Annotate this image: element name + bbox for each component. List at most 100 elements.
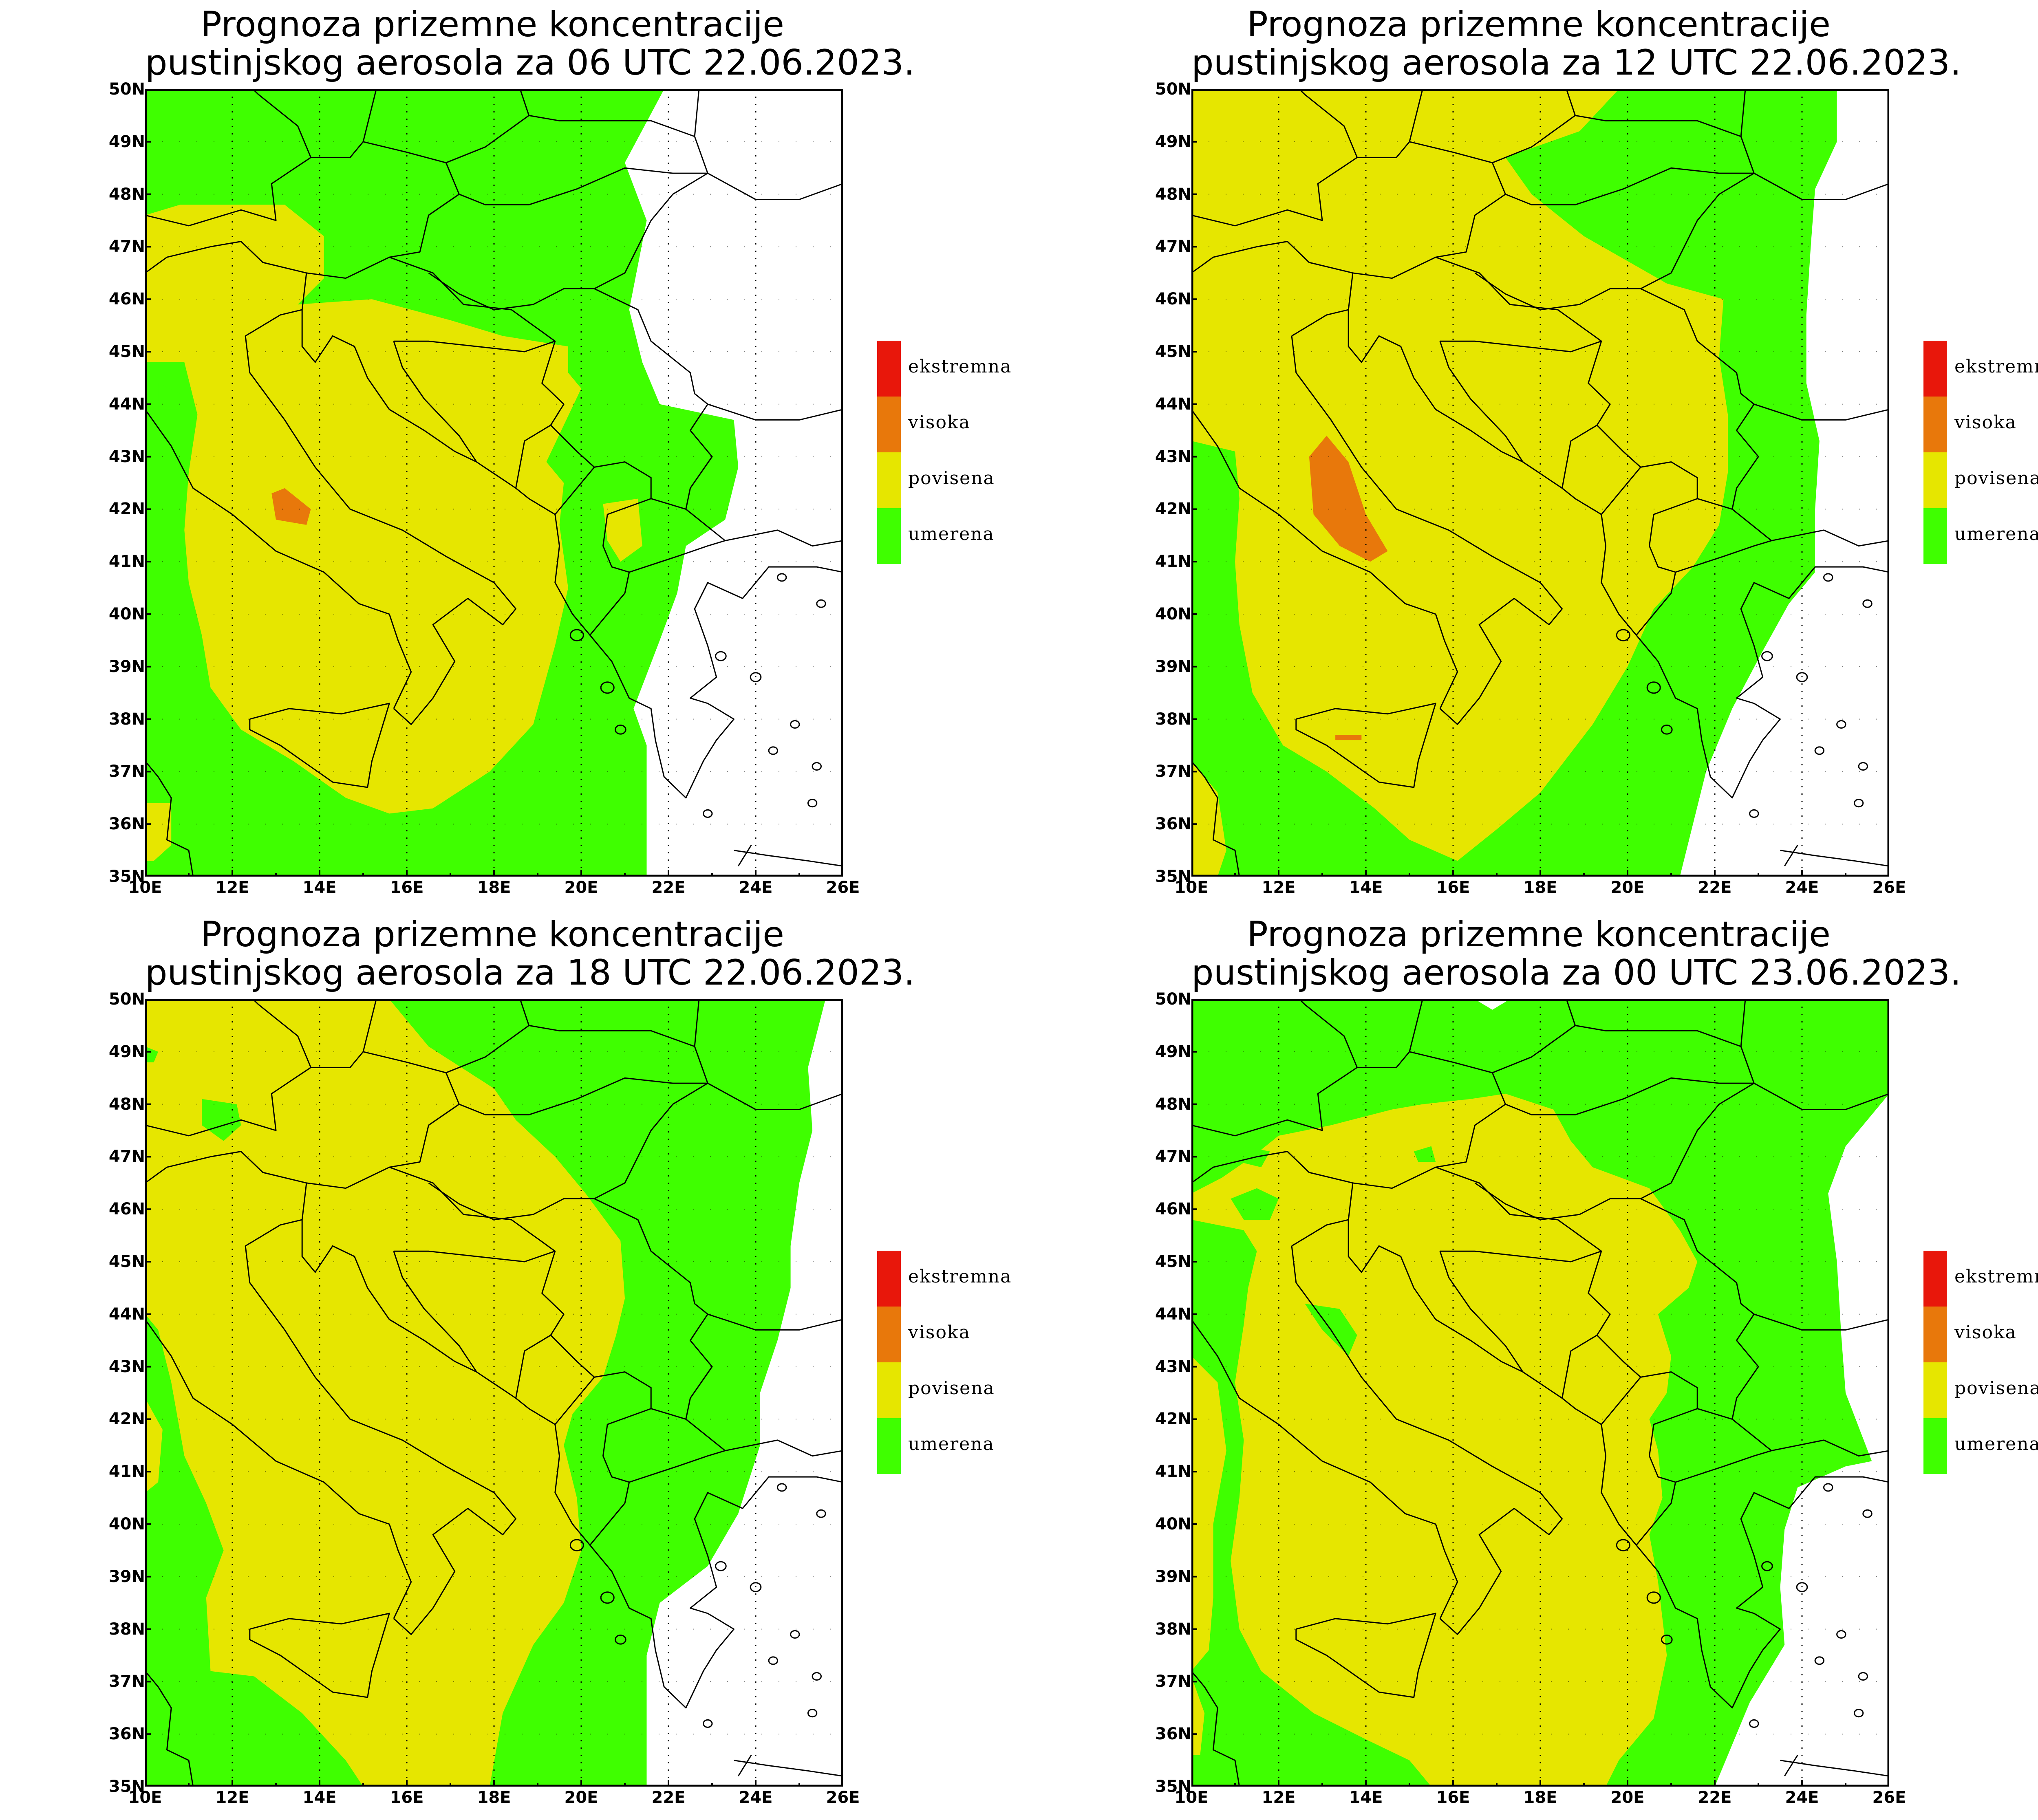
border-line [1492, 1025, 1755, 1115]
concentration-region [1680, 89, 1889, 877]
legend-swatch [1923, 452, 1947, 508]
border-line [145, 1319, 412, 1619]
lat-label: 35N [1155, 867, 1191, 886]
lon-label: 18E [477, 878, 511, 897]
border-line [1697, 1408, 1733, 1420]
island-outline [1616, 629, 1630, 641]
lat-label: 43N [1155, 447, 1191, 466]
lat-label: 45N [108, 342, 145, 361]
border-line [1409, 999, 1423, 1052]
legend-label: umerena [1954, 1434, 2038, 1454]
lat-label: 37N [108, 762, 145, 781]
border-line [1440, 1250, 1602, 1263]
concentration-region [646, 999, 843, 1787]
border-line [651, 498, 686, 510]
island-outline [777, 573, 787, 582]
panel-title-line1: Prognoza prizemne koncentracije [1246, 4, 1831, 45]
border-line [707, 172, 843, 200]
concentration-region [271, 488, 311, 525]
legend-label: povisena [1954, 1378, 2038, 1399]
border-line [707, 1082, 843, 1110]
legend-label: umerena [908, 524, 995, 544]
island-outline [1823, 1483, 1833, 1492]
legend-label: visoka [1954, 412, 2017, 433]
concentration-region [1335, 735, 1362, 740]
island-outline [715, 651, 727, 661]
panel-title-line2: pustinjskog aerosola za 06 UTC 22.06.202… [145, 42, 915, 83]
lat-label: 38N [108, 1619, 145, 1639]
lat-label: 36N [1155, 1725, 1191, 1744]
border-line [145, 760, 194, 877]
border-line [1784, 844, 1798, 866]
island-outline [1858, 1672, 1868, 1681]
border-line [1675, 1450, 1772, 1483]
island-outline [1796, 1582, 1808, 1592]
lat-label: 50N [108, 80, 145, 99]
concentration-region [145, 1046, 159, 1062]
concentration-region [1309, 436, 1388, 562]
lat-label: 39N [1155, 1567, 1191, 1586]
lon-label: 16E [1436, 1788, 1470, 1807]
lon-label: 20E [564, 878, 598, 897]
lat-label: 49N [108, 1042, 145, 1061]
lat-label: 38N [1155, 1619, 1191, 1639]
lat-label: 46N [108, 1200, 145, 1219]
border-line [1191, 141, 1506, 279]
lat-label: 36N [108, 815, 145, 834]
island-outline [1749, 1719, 1759, 1728]
lat-label: 35N [108, 867, 145, 886]
forecast-map [1191, 999, 1889, 1787]
lat-label: 43N [108, 1357, 145, 1376]
legend-swatch [877, 1362, 901, 1418]
legend-swatch [1923, 508, 1947, 564]
legend: ekstremna visoka povisena umerena [1923, 1251, 2038, 1474]
lat-label: 38N [108, 709, 145, 729]
lon-label: 24E [1785, 1788, 1819, 1807]
map-panel: Prognoza prizemne koncentracije pustinjsk… [0, 0, 1046, 910]
border-line [1731, 403, 1759, 509]
legend: ekstremna visoka povisena umerena [1923, 341, 2038, 564]
lon-label: 26E [1872, 878, 1906, 897]
lat-label: 40N [108, 1515, 145, 1534]
lat-label: 50N [1155, 990, 1191, 1009]
concentration-region [1191, 761, 1226, 877]
concentration-region [145, 1398, 163, 1493]
border-line [1298, 999, 1358, 1068]
border-line [737, 844, 752, 866]
legend-swatch [1923, 1251, 1947, 1307]
lon-label: 20E [1610, 1788, 1645, 1807]
lat-label: 46N [1155, 1200, 1191, 1219]
lat-label: 37N [108, 1672, 145, 1691]
map-panel: Prognoza prizemne koncentracije pustinjsk… [1046, 910, 2038, 1820]
lon-label: 16E [1436, 878, 1470, 897]
legend-swatch [877, 508, 901, 564]
lon-label: 22E [651, 878, 686, 897]
island-outline [1836, 720, 1846, 729]
lon-label: 12E [1262, 1788, 1296, 1807]
concentration-region [1231, 1188, 1279, 1220]
border-line [734, 1760, 843, 1777]
lat-label: 45N [1155, 1252, 1191, 1271]
lat-label: 43N [1155, 1357, 1191, 1376]
border-line [145, 409, 412, 709]
border-line [1780, 1760, 1889, 1777]
lat-label: 45N [108, 1252, 145, 1271]
border-line [1409, 89, 1423, 142]
border-line [1731, 509, 1889, 547]
border-line [145, 1670, 194, 1787]
border-line [685, 1419, 843, 1457]
island-outline [1761, 1561, 1773, 1571]
lat-label: 44N [1155, 394, 1191, 414]
lat-label: 50N [108, 990, 145, 1009]
border-line [1697, 498, 1733, 510]
lon-label: 26E [826, 878, 860, 897]
border-line [1291, 336, 1563, 725]
island-outline [1853, 799, 1864, 808]
lat-label: 41N [108, 1462, 145, 1481]
border-line [1492, 115, 1755, 205]
border-line [446, 115, 708, 205]
legend-swatch [877, 397, 901, 452]
lon-label: 10E [128, 1788, 162, 1807]
panel-title-line2: pustinjskog aerosola za 12 UTC 22.06.202… [1191, 42, 1961, 83]
map-panel: Prognoza prizemne koncentracije pustinjsk… [1046, 0, 2038, 910]
